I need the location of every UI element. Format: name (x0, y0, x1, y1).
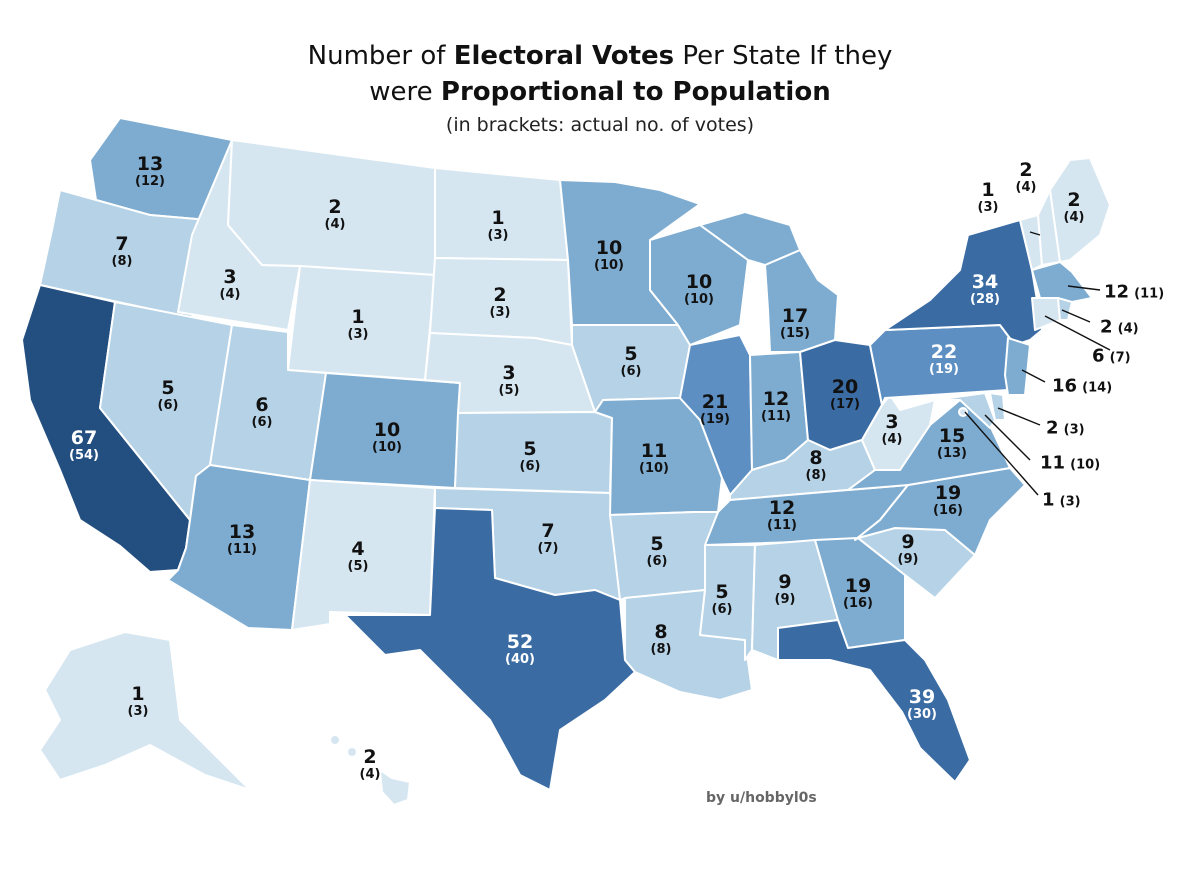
label-MT: 2 (4) (324, 196, 346, 232)
state-NY[interactable] (884, 219, 1043, 346)
map-title-line-2: were Proportional to Population (369, 77, 831, 107)
label-IN: 12 (11) (761, 388, 791, 424)
state-MO[interactable] (594, 397, 723, 516)
label-HI: 2 (4) (359, 746, 381, 782)
label-KY: 8 (8) (805, 447, 827, 483)
label-IA: 5 (6) (620, 343, 642, 379)
label-MN: 10 (10) (594, 237, 624, 273)
state-MD[interactable] (934, 392, 996, 429)
label-WI: 10 (10) (684, 271, 714, 307)
label-OK: 7 (7) (537, 520, 559, 556)
label-OR: 7 (8) (111, 233, 133, 269)
label-WV: 3 (4) (881, 411, 903, 447)
label-NC: 19 (16) (933, 482, 963, 518)
state-DC[interactable] (958, 407, 968, 417)
label-MS: 5 (6) (711, 581, 733, 617)
state-RI[interactable] (1057, 297, 1073, 321)
label-NV: 5 (6) (157, 377, 179, 413)
label-CT: 6 (7) (1092, 345, 1131, 367)
label-ND: 1 (3) (487, 207, 509, 243)
label-MD: 11 (10) (1040, 452, 1101, 474)
label-IL: 21 (19) (700, 391, 730, 427)
state-TX[interactable] (344, 507, 636, 791)
state-AK[interactable] (39, 631, 251, 791)
label-VA: 15 (13) (937, 425, 967, 461)
author-credit: by u/hobbyl0s (706, 790, 817, 806)
label-NM: 4 (5) (347, 538, 369, 574)
label-DE: 2 (3) (1046, 417, 1085, 439)
label-MI: 17 (15) (780, 305, 810, 341)
label-LA: 8 (8) (650, 621, 672, 657)
label-ME: 2 (4) (1063, 189, 1085, 225)
label-MA: 12 (11) (1104, 281, 1165, 303)
label-NH: 2 (4) (1015, 159, 1037, 195)
label-AL: 9 (9) (774, 571, 796, 607)
label-ID: 3 (4) (219, 266, 241, 302)
state-DE[interactable] (989, 392, 1006, 421)
label-FL: 39 (30) (907, 686, 937, 722)
state-HI-oahu (346, 746, 358, 758)
label-SC: 9 (9) (897, 531, 919, 567)
leader-lines (964, 231, 1111, 496)
state-NC[interactable] (854, 467, 1026, 556)
label-AZ: 13 (11) (227, 521, 257, 557)
state-NJ[interactable] (1004, 337, 1031, 396)
label-CA: 67 (54) (69, 427, 99, 463)
state-MI-UP[interactable] (699, 211, 801, 266)
label-VT: 1 (3) (977, 179, 999, 215)
label-CO: 10 (10) (372, 419, 402, 455)
label-PA: 22 (19) (929, 341, 959, 377)
label-RI: 2 (4) (1100, 316, 1139, 338)
label-TX: 52 (40) (505, 631, 535, 667)
label-SD: 2 (3) (489, 284, 511, 320)
state-ME[interactable] (1049, 157, 1111, 263)
label-GA: 19 (16) (843, 575, 873, 611)
label-UT: 6 (6) (251, 394, 273, 430)
label-MO: 11 (10) (639, 440, 669, 476)
state-MA[interactable] (1031, 261, 1093, 303)
label-NY: 34 (28) (970, 271, 1000, 307)
state-CT[interactable] (1031, 297, 1061, 331)
label-DC: 1 (3) (1042, 489, 1081, 511)
label-TN: 12 (11) (767, 497, 797, 533)
label-OH: 20 (17) (830, 376, 860, 412)
state-HI-kauai (329, 734, 341, 746)
label-AR: 5 (6) (646, 533, 668, 569)
label-NJ: 16 (14) (1052, 375, 1113, 397)
label-KS: 5 (6) (519, 438, 541, 474)
label-WA: 13 (12) (135, 153, 165, 189)
label-NE: 3 (5) (498, 362, 520, 398)
map-subtitle: (in brackets: actual no. of votes) (445, 114, 755, 136)
state-FL[interactable] (777, 619, 971, 783)
state-HI[interactable] (379, 769, 411, 806)
map-title-line-1: Number of Electoral Votes Per State If t… (307, 41, 893, 71)
label-WY: 1 (3) (347, 306, 369, 342)
label-AK: 1 (3) (127, 683, 149, 719)
